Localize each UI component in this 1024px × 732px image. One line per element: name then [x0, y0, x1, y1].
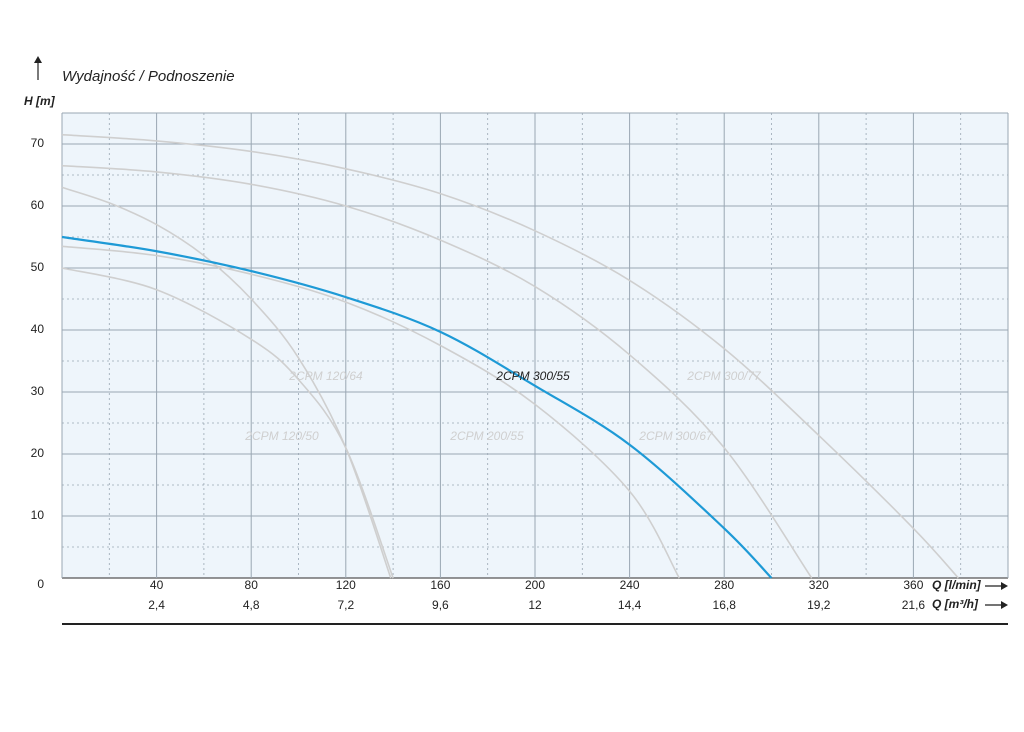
curve-label: 2CPM 300/55: [495, 369, 570, 383]
x-tick-label: 320: [809, 578, 829, 592]
x-tick-label: 40: [150, 578, 164, 592]
curve-label: 2CPM 120/50: [244, 429, 319, 443]
x-tick-label: 280: [714, 578, 734, 592]
x-tick-label: 360: [903, 578, 923, 592]
x-tick-label: 240: [620, 578, 640, 592]
y-tick-label: 60: [31, 198, 45, 212]
x2-tick-label: 7,2: [337, 598, 354, 612]
series-line: [61, 235, 773, 579]
curve-label: 2CPM 300/67: [638, 429, 714, 443]
axis-arrows: [34, 56, 1008, 625]
x2-tick-label: 4,8: [243, 598, 260, 612]
x2-tick-label: 2,4: [148, 598, 165, 612]
x-tick-label: 120: [336, 578, 356, 592]
y-tick-label: 70: [31, 136, 45, 150]
chart-title: Wydajność / Podnoszenie: [62, 68, 235, 85]
y-tick-label: 0: [37, 577, 44, 591]
curve-label: 2CPM 200/55: [449, 429, 524, 443]
y-tick-label: 50: [31, 260, 45, 274]
x-tick-label: 160: [430, 578, 450, 592]
series-line: [61, 267, 394, 579]
y-tick-label: 20: [31, 446, 45, 460]
x-axis-label: Q [l/min]: [932, 578, 982, 592]
series-line: [61, 133, 959, 579]
x2-tick-label: 12: [528, 598, 542, 612]
x2-tick-label: 14,4: [618, 598, 642, 612]
x2-tick-label: 9,6: [432, 598, 449, 612]
series-line: [61, 186, 392, 579]
series-line: [61, 164, 813, 579]
curve-label: 2CPM 300/77: [686, 369, 762, 383]
x-tick-label: 80: [245, 578, 259, 592]
x2-axis-label: Q [m³/h]: [932, 597, 979, 611]
y-tick-label: 40: [31, 322, 45, 336]
curve-label: 2CPM 120/64: [288, 369, 363, 383]
y-tick-label: 30: [31, 384, 45, 398]
y-tick-label: 10: [31, 508, 45, 522]
x2-tick-label: 16,8: [713, 598, 737, 612]
y-axis-label: H [m]: [24, 94, 56, 108]
x2-tick-label: 21,6: [902, 598, 926, 612]
x-tick-label: 200: [525, 578, 545, 592]
series-line: [61, 245, 680, 579]
x2-tick-label: 19,2: [807, 598, 831, 612]
